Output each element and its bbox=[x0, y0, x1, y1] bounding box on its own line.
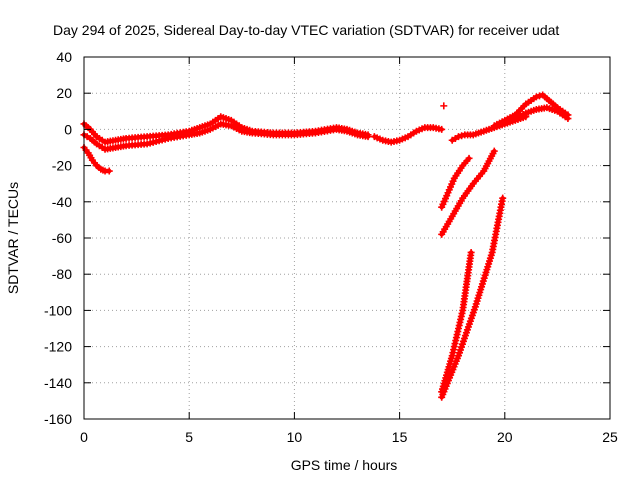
data-point bbox=[564, 115, 572, 123]
y-tick-label: -80 bbox=[52, 266, 72, 282]
data-point bbox=[364, 133, 372, 141]
data-layer bbox=[80, 91, 572, 401]
x-axis-label: GPS time / hours bbox=[291, 457, 398, 473]
data-point bbox=[440, 102, 448, 110]
y-tick-label: -100 bbox=[44, 302, 72, 318]
series-descending-arc-1 bbox=[438, 154, 473, 211]
series-mid-band bbox=[370, 124, 446, 146]
data-point bbox=[536, 92, 544, 100]
x-tick-label: 0 bbox=[80, 429, 88, 445]
y-tick-label: -20 bbox=[52, 158, 72, 174]
x-tick-label: 10 bbox=[287, 429, 303, 445]
series-late-band-mid bbox=[501, 104, 572, 126]
data-point bbox=[438, 125, 446, 133]
data-point bbox=[490, 147, 498, 155]
x-tick-label: 5 bbox=[185, 429, 193, 445]
series-steep-line-2 bbox=[438, 194, 507, 401]
y-tick-label: -60 bbox=[52, 230, 72, 246]
data-point bbox=[455, 133, 463, 141]
x-tick-label: 15 bbox=[392, 429, 408, 445]
y-tick-label: 40 bbox=[56, 49, 72, 65]
series-descending-arc-2 bbox=[438, 147, 498, 238]
x-tick-label: 20 bbox=[497, 429, 513, 445]
y-axis-label: SDTVAR / TECUs bbox=[5, 182, 21, 294]
data-point bbox=[499, 194, 507, 202]
y-tick-label: 20 bbox=[56, 85, 72, 101]
data-point bbox=[105, 167, 113, 175]
y-tick-label: -40 bbox=[52, 194, 72, 210]
data-point bbox=[467, 248, 475, 256]
y-tick-label: 0 bbox=[64, 121, 72, 137]
series-main-band-lower bbox=[80, 120, 372, 153]
y-tick-label: -140 bbox=[44, 375, 72, 391]
data-point bbox=[458, 132, 466, 140]
data-point bbox=[532, 93, 540, 101]
axis-ticks: 0 5 10 15 20 25 -160 -140 -120 -100 -80 -60 -40 -20 0 2… bbox=[44, 49, 618, 445]
y-tick-label: -120 bbox=[44, 339, 72, 355]
series-isolated-point bbox=[440, 102, 448, 110]
data-point bbox=[465, 154, 473, 162]
y-tick-label: -160 bbox=[44, 411, 72, 427]
x-tick-label: 25 bbox=[602, 429, 618, 445]
chart-title: Day 294 of 2025, Sidereal Day-to-day VTE… bbox=[53, 22, 559, 38]
